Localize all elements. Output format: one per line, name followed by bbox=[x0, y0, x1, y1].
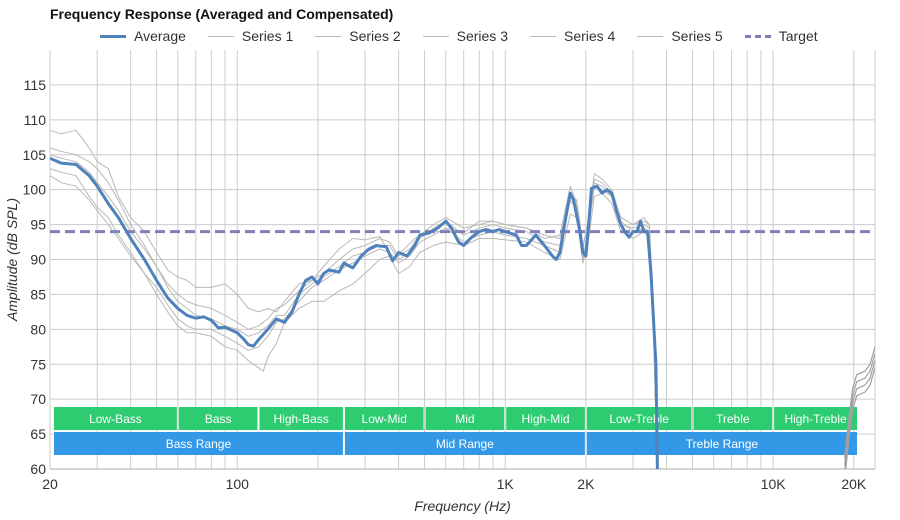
band-label: High-Bass bbox=[274, 412, 329, 426]
band-label: Low-Treble bbox=[609, 412, 669, 426]
legend-item: Average bbox=[100, 28, 186, 44]
band-label: High-Mid bbox=[522, 412, 570, 426]
band-label: Bass Range bbox=[166, 437, 232, 451]
legend-item: Series 5 bbox=[637, 28, 723, 44]
legend-item: Target bbox=[744, 28, 818, 44]
y-tick-label: 65 bbox=[30, 426, 46, 442]
high-frequency-tail bbox=[844, 346, 875, 459]
band-label: Treble bbox=[716, 412, 750, 426]
band-box bbox=[54, 432, 343, 455]
band-box bbox=[586, 432, 857, 455]
y-tick-label: 115 bbox=[24, 77, 47, 93]
y-tick-label: 100 bbox=[23, 182, 47, 198]
legend-label: Target bbox=[778, 28, 818, 44]
band-mid: Mid bbox=[425, 407, 505, 430]
band-box bbox=[259, 407, 343, 430]
frequency-bands: Low-Bass Bass High-Bass Low-Mid Mid High-Mid L… bbox=[54, 407, 857, 455]
high-frequency-tail bbox=[844, 353, 875, 466]
legend-label: Series 5 bbox=[671, 28, 723, 44]
band-mid-range: Mid Range bbox=[344, 432, 585, 455]
curves bbox=[50, 129, 875, 469]
series-average bbox=[50, 156, 659, 469]
x-tick-label: 20 bbox=[42, 476, 58, 492]
band-low-treble: Low-Treble bbox=[586, 407, 692, 430]
grid bbox=[49, 50, 876, 470]
band-box bbox=[344, 407, 424, 430]
band-label: Mid bbox=[455, 412, 474, 426]
y-tick-label: 70 bbox=[30, 391, 46, 407]
legend-swatch bbox=[422, 35, 449, 37]
legend-swatch bbox=[529, 35, 556, 37]
legend-swatch bbox=[100, 34, 126, 38]
band-label: Low-Mid bbox=[362, 412, 407, 426]
y-tick-label: 75 bbox=[30, 356, 46, 372]
y-axis-title: Amplitude (dB SPL) bbox=[4, 198, 20, 322]
band-label: Bass bbox=[205, 412, 232, 426]
legend-swatch bbox=[637, 35, 664, 37]
band-low-bass: Low-Bass bbox=[54, 407, 177, 430]
legend-label: Series 4 bbox=[563, 28, 616, 44]
band-bass-range: Bass Range bbox=[54, 432, 343, 455]
x-tick-label: 10K bbox=[761, 476, 787, 492]
band-low-mid: Low-Mid bbox=[344, 407, 424, 430]
band-box bbox=[586, 407, 692, 430]
y-tick-label: 105 bbox=[23, 147, 47, 163]
band-label: High-Treble bbox=[784, 412, 847, 426]
band-treble-range: Treble Range bbox=[586, 432, 857, 455]
legend-label: Series 2 bbox=[349, 28, 401, 44]
x-axis-title: Frequency (Hz) bbox=[414, 498, 510, 514]
chart-title: Frequency Response (Averaged and Compens… bbox=[50, 6, 394, 22]
band-label: Low-Bass bbox=[89, 412, 142, 426]
legend-item: Series 1 bbox=[207, 28, 294, 44]
high-frequency-tail bbox=[844, 360, 875, 469]
x-tick-label: 100 bbox=[226, 476, 250, 492]
band-box bbox=[425, 407, 505, 430]
legend-label: Average bbox=[134, 28, 186, 44]
legend-item: Series 3 bbox=[422, 28, 508, 44]
band-treble: Treble bbox=[693, 407, 773, 430]
band-label: Mid Range bbox=[436, 437, 494, 451]
band-box bbox=[506, 407, 585, 430]
band-box bbox=[693, 407, 773, 430]
legend-swatch bbox=[207, 35, 234, 37]
band-high-mid: High-Mid bbox=[506, 407, 585, 430]
y-tick-label: 90 bbox=[30, 252, 46, 268]
band-box bbox=[344, 432, 585, 455]
x-tick-label: 20K bbox=[841, 476, 867, 492]
y-tick-label: 80 bbox=[30, 321, 46, 337]
legend-swatch bbox=[744, 34, 771, 38]
band-label: Treble Range bbox=[686, 437, 759, 451]
y-tick-label: 95 bbox=[30, 217, 46, 233]
band-box bbox=[774, 407, 857, 430]
band-box bbox=[54, 407, 177, 430]
band-high-bass: High-Bass bbox=[259, 407, 343, 430]
y-tick-label: 60 bbox=[30, 461, 46, 477]
chart-legend: Average Series 1 Series 2 Series 3 Series 4 S… bbox=[100, 27, 840, 45]
y-tick-label: 85 bbox=[30, 286, 46, 302]
y-tick-label: 110 bbox=[24, 112, 47, 128]
x-tick-label: 1K bbox=[497, 476, 515, 492]
x-tick-label: 2K bbox=[577, 476, 595, 492]
high-frequency-tail bbox=[845, 367, 875, 469]
band-bass: Bass bbox=[178, 407, 258, 430]
band-box bbox=[178, 407, 258, 430]
band-high-treble: High-Treble bbox=[774, 407, 857, 430]
legend-label: Series 3 bbox=[456, 28, 508, 44]
legend-item: Series 2 bbox=[315, 28, 401, 44]
legend-item: Series 4 bbox=[529, 28, 616, 44]
legend-swatch bbox=[315, 35, 342, 37]
legend-label: Series 1 bbox=[241, 28, 294, 44]
